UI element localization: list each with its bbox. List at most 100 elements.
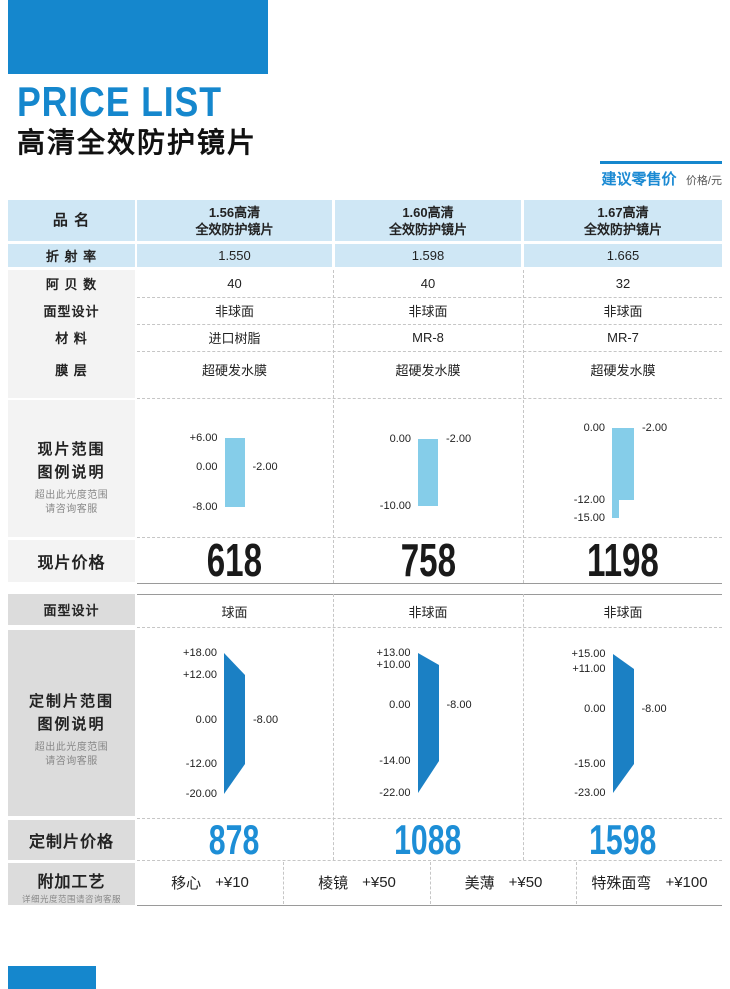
chart-tick: -2.00 (446, 433, 472, 445)
chart-tick: -15.00 (574, 757, 606, 770)
retail-label: 建议零售价 (601, 171, 677, 188)
custom-price-2: 1088 (394, 815, 462, 863)
custom-range-chart-1: +18.00 +12.00 0.00 -12.00 -20.00 -8.00 (137, 630, 332, 816)
chart-tick: 0.00 (584, 702, 606, 715)
surface-value: 非球面 (214, 304, 254, 319)
material-value: MR-8 (412, 330, 444, 345)
stock-range-note-2: 请咨询客服 (45, 504, 98, 515)
divider (137, 351, 722, 352)
chart-tick: -8.00 (446, 699, 472, 711)
row-label-refractive: 折 射 率 (8, 244, 135, 267)
divider (137, 818, 722, 819)
stock-price-3: 1198 (587, 533, 659, 586)
row-label-surface2: 面型设计 (8, 594, 135, 625)
stock-price-1: 618 (206, 533, 263, 586)
surface2-value: 球面 (221, 605, 248, 620)
chart-tick: -22.00 (379, 787, 411, 799)
chart-tick: -20.00 (185, 787, 217, 800)
divider (137, 537, 722, 538)
divider (576, 862, 577, 904)
coating-value: 超硬发水膜 (395, 362, 461, 378)
surface2-value: 非球面 (603, 605, 643, 620)
chart-tick: +18.00 (183, 646, 217, 659)
stock-range-chart-2: 0.00 -10.00 -2.00 (335, 400, 521, 537)
retail-price-note: 建议零售价 价格/元 (470, 168, 722, 189)
product-header-3: 1.67高清 全效防护镜片 (524, 200, 722, 241)
product-header-2: 1.60高清 全效防护镜片 (335, 200, 521, 241)
addon-item: 移心 +¥10 (171, 874, 249, 892)
row-label-custom-price: 定制片价格 (8, 820, 135, 860)
divider (333, 594, 334, 860)
chart-tick: -14.00 (379, 755, 411, 767)
chart-tick: -23.00 (574, 786, 606, 799)
chart-tick: -8.00 (192, 501, 218, 513)
addon-item: 棱镜 +¥50 (318, 874, 396, 892)
divider (137, 398, 722, 399)
abbe-value: 40 (420, 276, 436, 291)
surface-value: 非球面 (408, 304, 448, 319)
coating-value: 超硬发水膜 (590, 362, 656, 378)
row-label-name: 品 名 (8, 200, 135, 241)
retail-unit: 价格/元 (685, 175, 722, 187)
chart-tick: -8.00 (253, 713, 279, 726)
refractive-value: 1.550 (137, 244, 332, 267)
material-value: 进口树脂 (208, 331, 261, 346)
chart-tick: -2.00 (252, 461, 278, 473)
divider (137, 324, 722, 325)
chart-tick: +12.00 (183, 668, 217, 681)
refractive-value: 1.598 (335, 244, 521, 267)
stock-range-chart-1: +6.00 0.00 -8.00 -2.00 (137, 400, 332, 537)
chart-tick: -15.00 (573, 511, 605, 524)
addon-item: 美薄 +¥50 (464, 874, 543, 892)
label-block-specs (8, 270, 135, 398)
page-title: PRICE LIST (17, 78, 222, 125)
chart-tick: -12.00 (185, 757, 217, 770)
chart-tick: +11.00 (572, 662, 606, 675)
row-label-stock-price: 现片价格 (8, 540, 135, 582)
chart-tick: +13.00 (376, 647, 411, 659)
chart-tick: 0.00 (389, 699, 411, 711)
page-subtitle: 高清全效防护镜片 (17, 127, 258, 158)
custom-range-title-1: 定制片范围 (28, 693, 114, 710)
divider (137, 860, 722, 861)
chart-tick: -2.00 (642, 421, 668, 434)
chart-tick: +15.00 (571, 647, 606, 660)
row-label-material: 材 料 (55, 331, 88, 346)
retail-rule (600, 161, 722, 164)
custom-range-chart-3: +15.00 +11.00 0.00 -15.00 -23.00 -8.00 (524, 630, 722, 816)
chart-tick: 0.00 (583, 421, 605, 434)
custom-price-1: 878 (209, 815, 260, 863)
stock-range-note-1: 超出此光度范围 (34, 490, 109, 501)
divider (283, 862, 284, 904)
row-label-coating: 膜 层 (55, 362, 88, 378)
chart-tick: -12.00 (573, 493, 605, 506)
addon-item: 特殊面弯 +¥100 (591, 874, 708, 892)
coating-value: 超硬发水膜 (201, 362, 267, 378)
row-label-addons-cell: 附加工艺 详细光度范围请咨询客服 (8, 863, 135, 905)
section-divider (137, 905, 722, 906)
stock-range-title-1: 现片范围 (37, 441, 106, 458)
chart-tick: +6.00 (189, 432, 218, 444)
custom-price-3: 1598 (589, 815, 657, 863)
row-label-addons: 附加工艺 (37, 874, 106, 891)
chart-tick: 0.00 (195, 713, 217, 726)
chart-tick: -8.00 (641, 702, 667, 715)
divider (523, 594, 524, 860)
custom-range-label-cell: 定制片范围 图例说明 超出此光度范围 请咨询客服 (8, 630, 135, 816)
stock-range-chart-3: 0.00 -12.00 -15.00 -2.00 (524, 400, 722, 537)
row-label-surface: 面型设计 (43, 304, 100, 319)
material-value: MR-7 (607, 330, 639, 345)
custom-range-note-1: 超出此光度范围 (34, 742, 109, 753)
row-label-abbe: 阿 贝 数 (45, 277, 98, 292)
section-divider (137, 583, 722, 584)
chart-tick: +10.00 (376, 659, 411, 671)
footer-brand-block (8, 966, 96, 989)
section-divider (137, 594, 722, 595)
stock-range-title-2: 图例说明 (37, 464, 106, 481)
stock-price-2: 758 (400, 533, 456, 586)
custom-range-chart-2: +13.00 +10.00 0.00 -14.00 -22.00 -8.00 (335, 630, 521, 816)
addons-note: 详细光度范围请咨询客服 (21, 894, 121, 904)
stock-range-label-cell: 现片范围 图例说明 超出此光度范围 请咨询客服 (8, 400, 135, 537)
surface2-value: 非球面 (408, 605, 448, 620)
